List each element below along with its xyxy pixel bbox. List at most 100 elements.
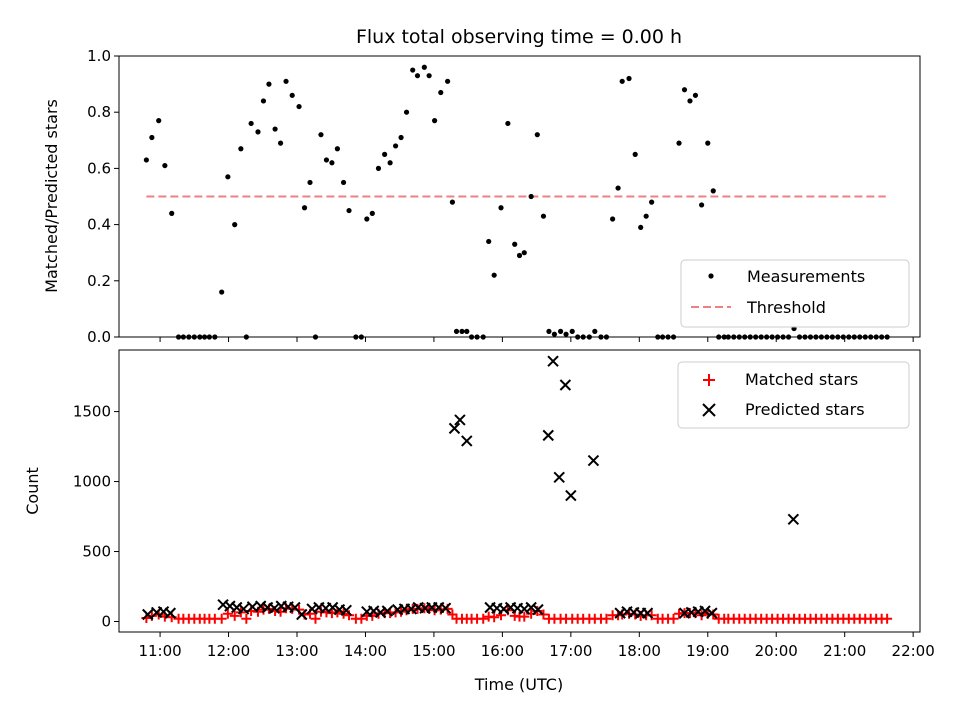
predicted-star-point	[268, 602, 281, 614]
x-tick-label: 15:00	[412, 642, 455, 660]
legend-matched-label: Matched stars	[745, 370, 858, 389]
measurement-point	[649, 199, 655, 205]
top-y-tick-label: 0.0	[87, 328, 111, 346]
matched-star-point	[882, 613, 893, 624]
matched-star-point	[310, 613, 321, 624]
matched-star-point	[668, 613, 679, 624]
measurement-point	[248, 120, 254, 127]
top-y-tick-label: 0.4	[87, 216, 111, 234]
measurement-point	[710, 188, 716, 194]
predicted-star-point	[439, 602, 452, 614]
predicted-star-point	[381, 605, 394, 617]
measurement-point	[266, 81, 272, 87]
measurement-point	[307, 179, 313, 186]
measurement-point	[551, 331, 558, 337]
measurement-point	[665, 334, 671, 340]
measurement-point	[879, 334, 885, 340]
predicted-star-point	[587, 454, 600, 467]
measurement-point	[212, 334, 218, 340]
measurement-point	[731, 334, 737, 340]
measurement-point	[340, 179, 347, 186]
predicted-star-point	[547, 355, 559, 367]
measurement-point	[387, 160, 393, 166]
bottom-legend: Matched stars Predicted stars	[677, 361, 910, 429]
measurement-point	[296, 103, 302, 110]
predicted-star-point	[553, 471, 565, 484]
predicted-star-point	[296, 608, 308, 621]
measurement-point	[468, 334, 475, 340]
measurement-point	[225, 174, 231, 180]
x-tick-label: 16:00	[481, 642, 524, 660]
measurement-point	[334, 146, 340, 152]
bottom-y-ticks: 0 500 1000 1500	[73, 403, 119, 631]
measurement-point	[169, 210, 175, 216]
matched-star-point	[538, 609, 549, 620]
predicted-star-point	[542, 429, 554, 442]
measurement-point	[432, 118, 438, 124]
measurement-point	[802, 334, 808, 340]
top-plot-frame	[118, 55, 921, 338]
measurement-point	[785, 334, 792, 340]
measurement-point	[191, 334, 197, 340]
measurement-point	[655, 334, 661, 340]
predicted-star-point	[340, 604, 352, 617]
predicted-star-point	[641, 607, 654, 619]
measurement-point	[610, 216, 616, 222]
top-y-tick-label: 0.2	[87, 272, 111, 290]
measurement-point	[512, 241, 518, 247]
x-tick-label: 22:00	[892, 642, 935, 660]
matched-star-point	[216, 613, 227, 624]
measurement-point	[775, 334, 781, 340]
measurement-point	[758, 334, 764, 340]
x-tick-label: 21:00	[823, 642, 866, 660]
bottom-y-tick-label: 1500	[73, 403, 111, 421]
measurement-point	[747, 334, 753, 340]
measurement-point	[557, 328, 564, 334]
measurement-point	[868, 334, 874, 340]
measurement-point	[580, 334, 586, 340]
measurement-point	[410, 67, 416, 73]
measurement-point	[721, 334, 727, 340]
measurement-point	[186, 334, 192, 340]
predicted-star-point	[448, 422, 461, 435]
measurement-point	[277, 140, 284, 146]
x-tick-label: 19:00	[686, 642, 729, 660]
measurement-point	[453, 328, 460, 334]
measurement-point	[201, 334, 208, 340]
x-axis-label: Time (UTC)	[474, 675, 563, 694]
measurement-point	[692, 92, 699, 98]
measurement-point	[346, 207, 352, 214]
measurement-point	[835, 334, 841, 340]
measurement-point	[301, 205, 308, 211]
measurement-point	[232, 222, 238, 228]
measurement-point	[884, 334, 890, 340]
legend-predicted-marker	[702, 403, 716, 417]
bottom-plot-frame	[118, 349, 921, 633]
measurement-point	[392, 143, 399, 149]
measurement-point	[586, 334, 592, 340]
x-tick-label: 14:00	[344, 642, 387, 660]
legend-threshold-label: Threshold	[746, 298, 826, 317]
predicted-star-point	[559, 379, 572, 391]
measurement-point	[445, 78, 451, 84]
measurement-point	[716, 334, 722, 340]
measurement-point	[851, 334, 857, 340]
measurement-points	[143, 64, 890, 340]
measurement-point	[283, 78, 289, 84]
measurement-point	[824, 334, 830, 340]
measurement-point	[505, 120, 511, 127]
predicted-star-point	[142, 608, 154, 621]
bottom-y-axis-label: Count	[23, 467, 42, 515]
measurement-point	[162, 162, 168, 169]
top-y-axis-label: Matched/Predicted stars	[42, 99, 61, 293]
measurement-point	[528, 193, 534, 200]
predicted-star-point	[326, 601, 339, 614]
predicted-star-point	[454, 414, 466, 426]
measurement-point	[459, 328, 465, 334]
matched-star-point	[489, 612, 500, 623]
x-tick-label: 17:00	[549, 642, 592, 660]
predicted-star-point	[706, 607, 718, 619]
legend-measurements-label: Measurements	[747, 267, 865, 286]
measurement-point	[175, 334, 182, 340]
